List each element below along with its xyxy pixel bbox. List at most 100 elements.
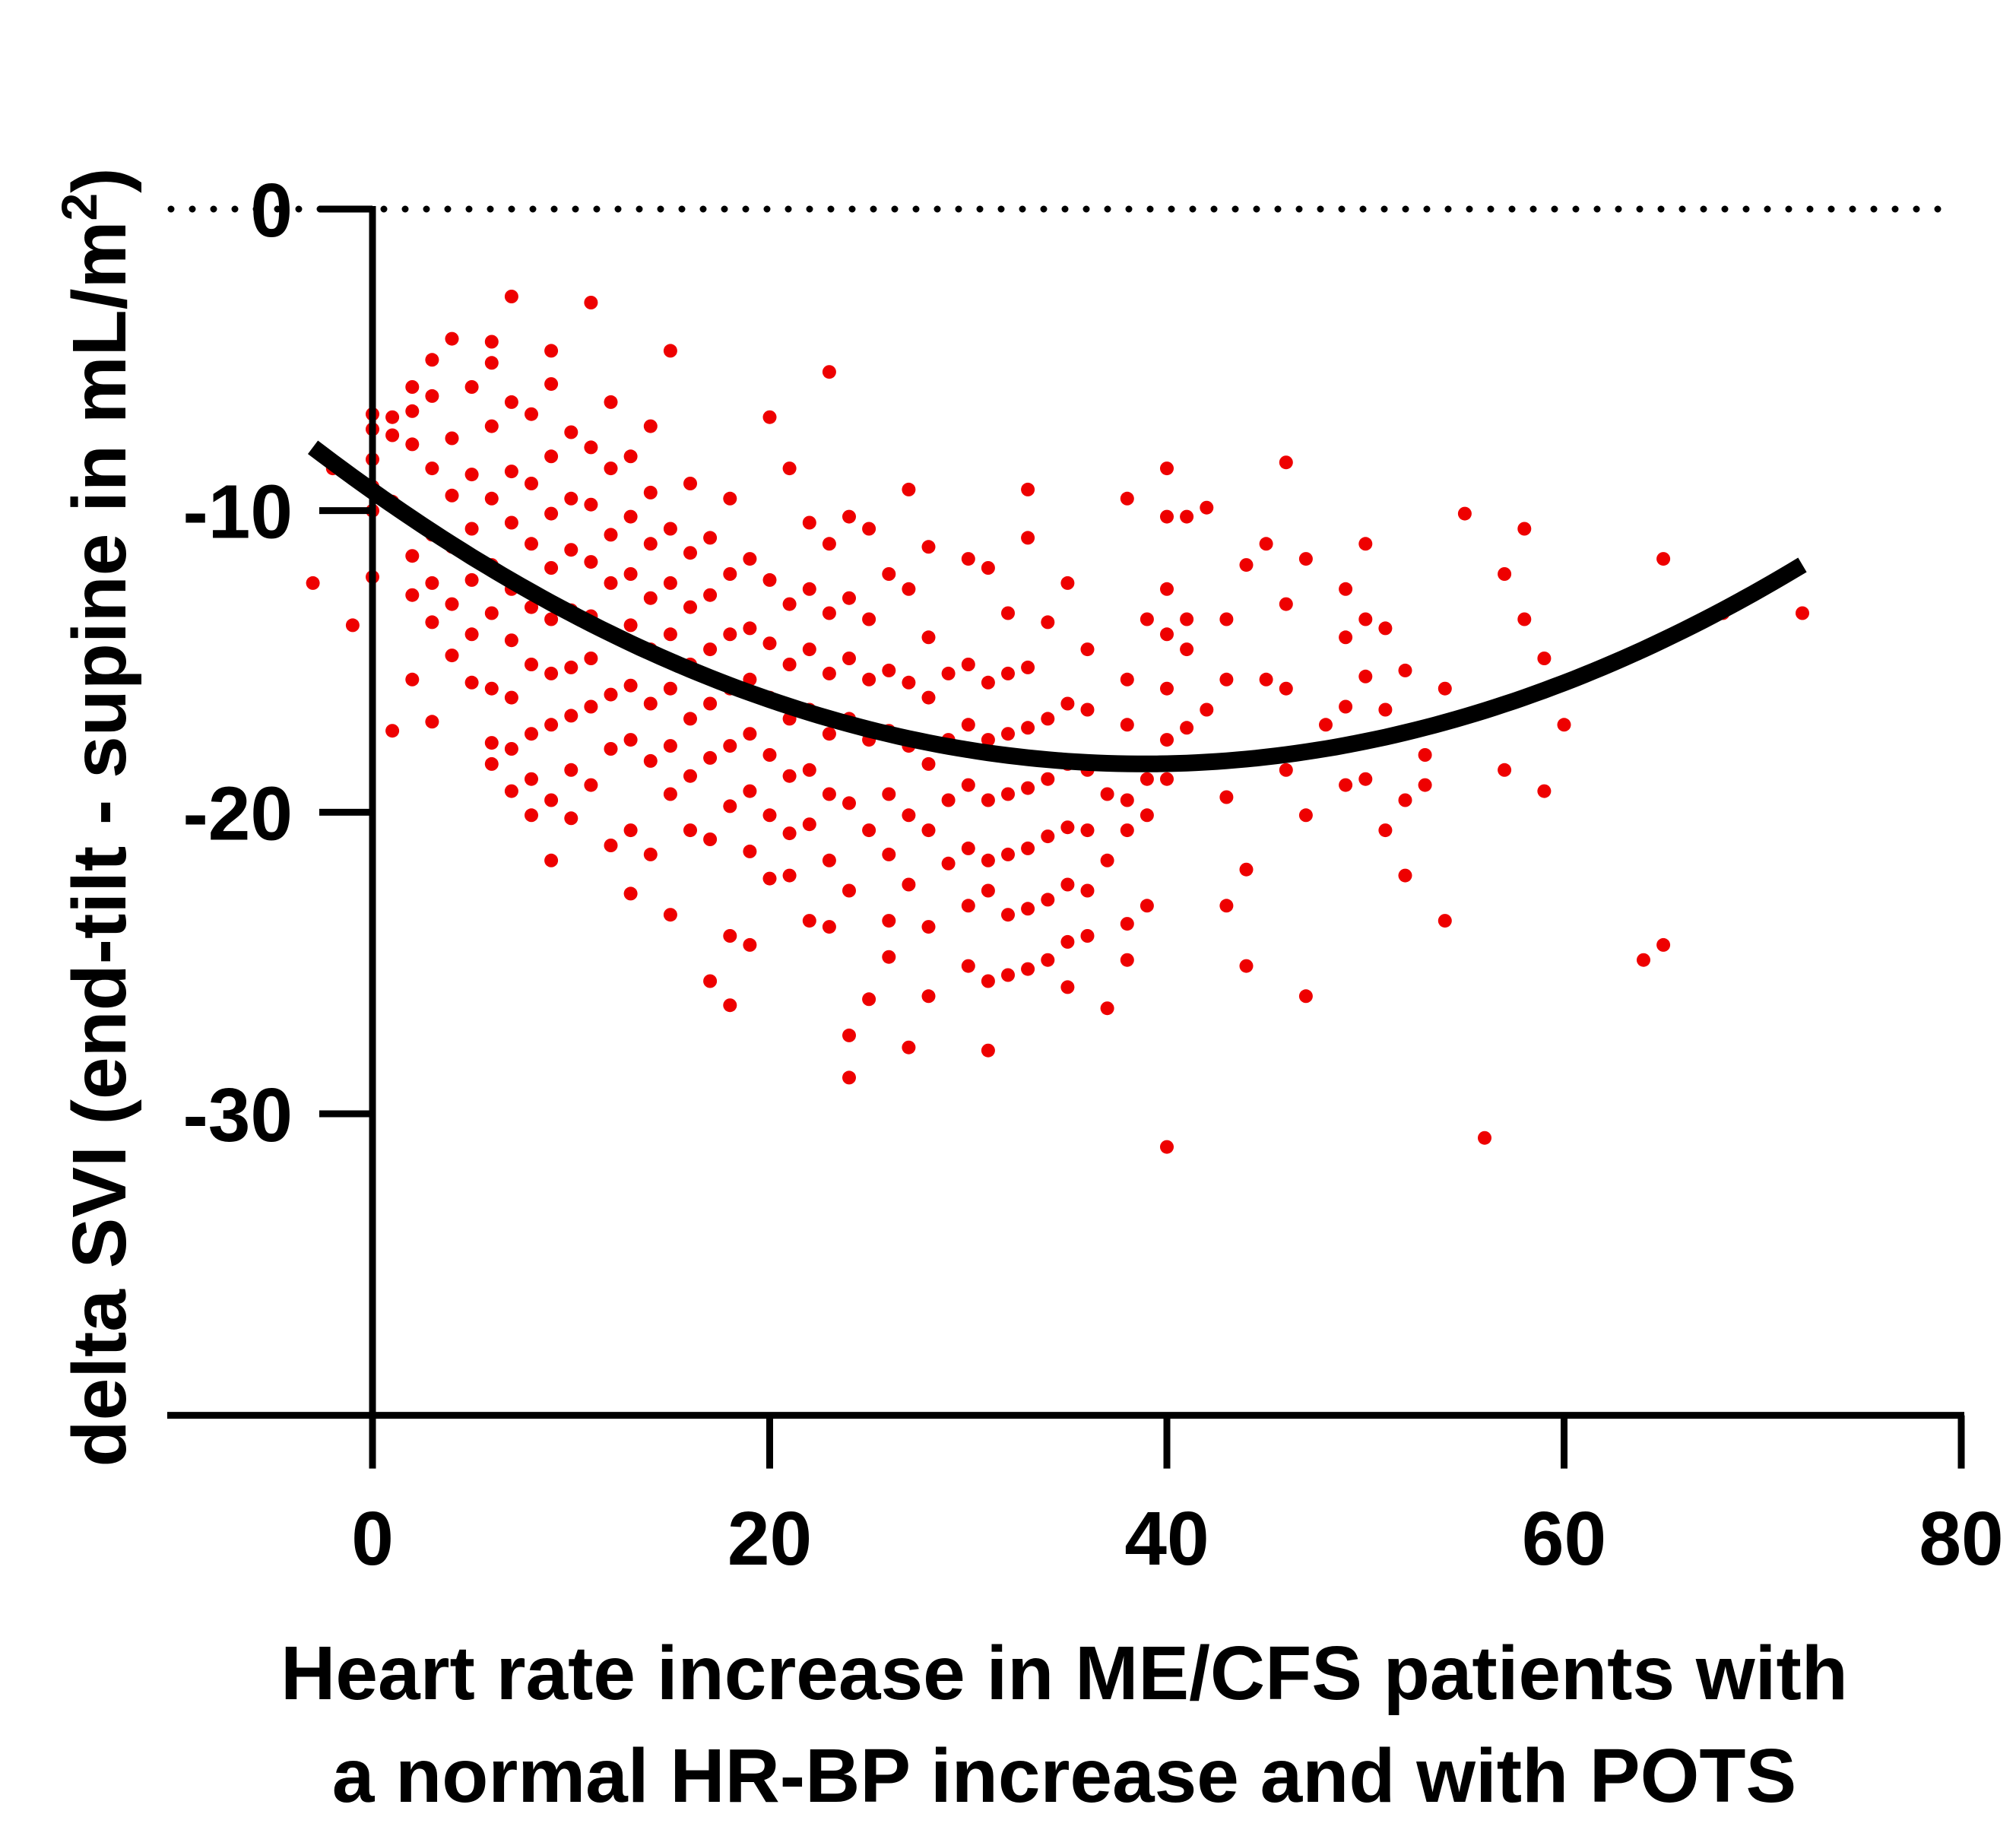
data-point [921,823,936,838]
data-point [1219,612,1234,626]
data-point [445,649,459,663]
data-point [525,477,538,490]
data-point [504,465,518,479]
data-point [525,772,538,786]
x-tick-label: 0 [351,1496,394,1581]
data-point [961,959,975,973]
data-point [405,380,420,394]
data-point [1021,482,1035,496]
data-point [882,950,896,964]
data-point [1498,763,1512,777]
data-point [1180,509,1194,524]
y-axis-label-superscript: 2 [51,193,107,221]
data-point [1358,612,1373,626]
y-tick-label: 0 [250,168,293,253]
data-point [1060,934,1075,949]
y-axis-label: delta SVI (end-tilt - supine in mL/m2) [51,168,142,1467]
data-point [683,712,697,726]
data-point [882,787,896,801]
data-point [822,853,836,867]
data-point [1219,672,1234,687]
data-point [544,612,559,626]
data-point [782,597,797,611]
data-point [1021,902,1035,916]
data-point [1100,853,1114,867]
data-point [802,817,816,832]
data-point [782,658,797,671]
data-point [484,419,499,433]
data-point [1001,787,1015,801]
data-points [306,290,1809,1154]
data-point [1537,652,1552,665]
data-point [1418,748,1432,762]
data-point [762,871,777,886]
data-point [1120,953,1134,967]
y-tick-label: -10 [182,470,293,555]
data-point [961,778,975,792]
data-point [683,769,697,783]
data-point [484,356,499,370]
data-point [385,428,400,442]
data-point [1060,576,1075,590]
data-point [1160,509,1174,524]
data-point [1298,808,1313,823]
data-point [1517,522,1532,536]
data-point [504,395,518,409]
data-point [921,989,936,1004]
data-point [902,877,916,892]
data-point [1398,663,1412,677]
data-point [484,756,499,771]
data-point [921,920,936,934]
data-point [1021,841,1035,855]
data-point [981,675,995,690]
data-point [584,699,598,714]
data-point [1438,681,1452,696]
data-point [941,856,956,871]
data-point [1120,823,1134,838]
data-point [564,811,578,826]
data-point [445,597,459,611]
data-point [584,296,598,309]
data-point [961,718,975,732]
data-point [1140,772,1154,786]
data-point [921,690,936,705]
x-tick-label: 40 [1124,1496,1209,1581]
data-point [683,546,697,560]
data-point [1358,537,1373,551]
data-point [544,718,559,732]
data-point [544,377,559,392]
data-point [464,572,479,587]
data-point [1140,899,1154,913]
data-point [663,627,677,642]
data-point [604,528,618,542]
data-point [1160,772,1174,786]
data-point [385,410,400,424]
data-point [723,491,737,506]
data-point [961,899,975,913]
data-point [743,937,757,952]
data-point [882,847,896,861]
data-point [623,509,638,524]
data-point [445,488,459,503]
data-point [1180,721,1194,735]
data-point [564,491,578,506]
data-point [604,576,618,590]
data-point [862,992,876,1007]
data-point [802,914,816,928]
data-point [862,612,876,626]
data-point [544,666,559,680]
data-point [1021,721,1035,735]
data-point [1339,630,1353,645]
data-point [822,666,836,680]
data-point [842,509,856,524]
data-point [484,491,499,506]
data-point [1001,727,1015,741]
data-point [525,727,538,741]
data-point [802,763,816,777]
data-point [405,549,420,563]
data-point [544,561,559,575]
data-point [1358,772,1373,786]
data-point [623,678,638,693]
y-tick-label: -20 [182,771,293,856]
